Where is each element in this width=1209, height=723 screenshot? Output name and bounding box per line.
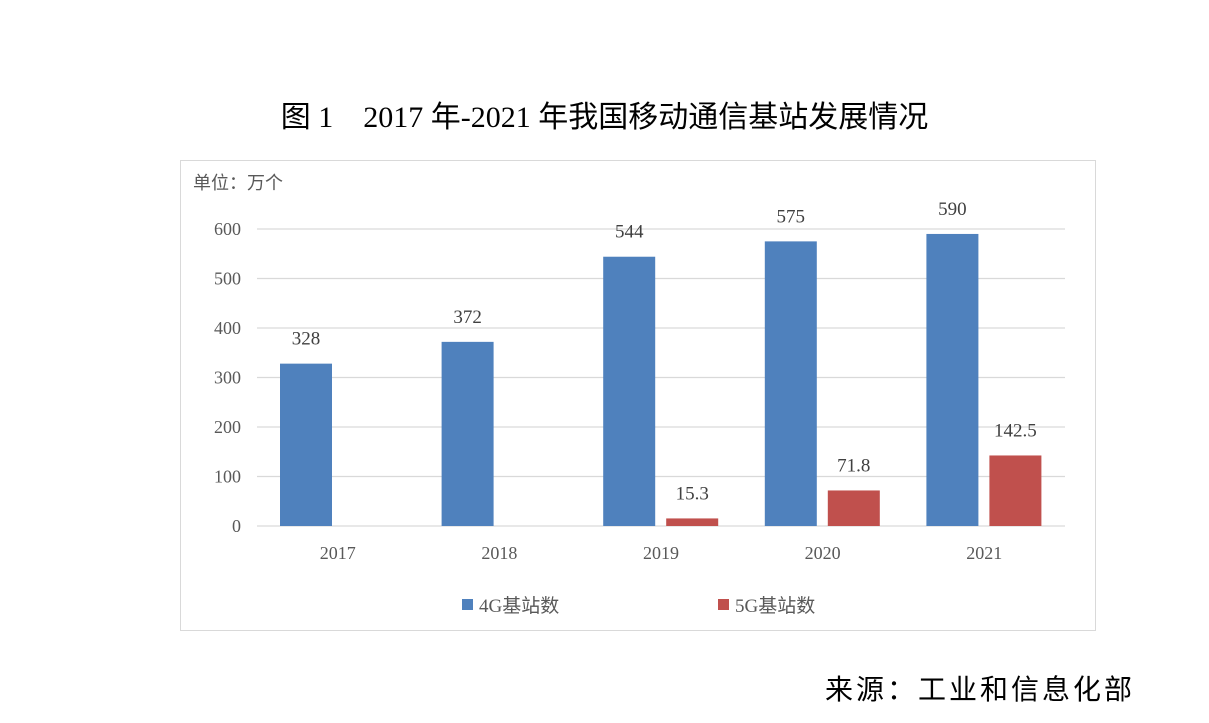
x-tick-label: 2021 — [966, 543, 1002, 563]
legend-item-5g: 5G基站数 — [718, 591, 815, 618]
legend-swatch-4g — [462, 599, 473, 610]
legend-label-5g: 5G基站数 — [735, 596, 816, 617]
y-tick-label: 200 — [214, 417, 241, 437]
data-label: 575 — [777, 206, 806, 227]
data-label: 544 — [615, 222, 644, 243]
y-tick-label: 400 — [214, 318, 241, 338]
y-tick-label: 100 — [214, 467, 241, 487]
bar-4g-2019 — [603, 256, 656, 526]
legend-label-4g: 4G基站数 — [479, 596, 560, 617]
bar-4g-2020 — [764, 241, 817, 526]
unit-label: 单位：万个 — [193, 173, 283, 194]
bar-4g-2021 — [926, 233, 979, 526]
x-tick-label: 2018 — [481, 543, 517, 563]
legend-item-4g: 4G基站数 — [462, 591, 559, 618]
chart-title: 图 1 2017 年-2021 年我国移动通信基站发展情况 — [280, 101, 929, 134]
data-label: 71.8 — [837, 455, 870, 476]
bar-4g-2018 — [441, 341, 494, 526]
source-note: 来源：工业和信息化部 — [824, 675, 1135, 706]
bar-5g-2021 — [989, 455, 1042, 526]
x-tick-label: 2019 — [643, 543, 679, 563]
y-tick-label: 600 — [214, 219, 241, 239]
x-tick-label: 2017 — [320, 543, 356, 563]
y-tick-label: 500 — [214, 269, 241, 289]
legend-swatch-5g — [718, 599, 729, 610]
data-label: 15.3 — [676, 483, 709, 504]
bar-5g-2020 — [827, 490, 880, 526]
y-tick-label: 0 — [232, 516, 241, 536]
data-label: 590 — [938, 199, 967, 220]
bar-4g-2017 — [280, 363, 332, 526]
data-label: 142.5 — [994, 420, 1037, 441]
y-tick-label: 300 — [214, 368, 241, 388]
data-label: 328 — [292, 329, 321, 350]
chart-frame — [180, 160, 1096, 631]
data-label: 372 — [453, 307, 482, 328]
x-tick-label: 2020 — [805, 543, 841, 563]
bar-5g-2019 — [666, 518, 719, 526]
